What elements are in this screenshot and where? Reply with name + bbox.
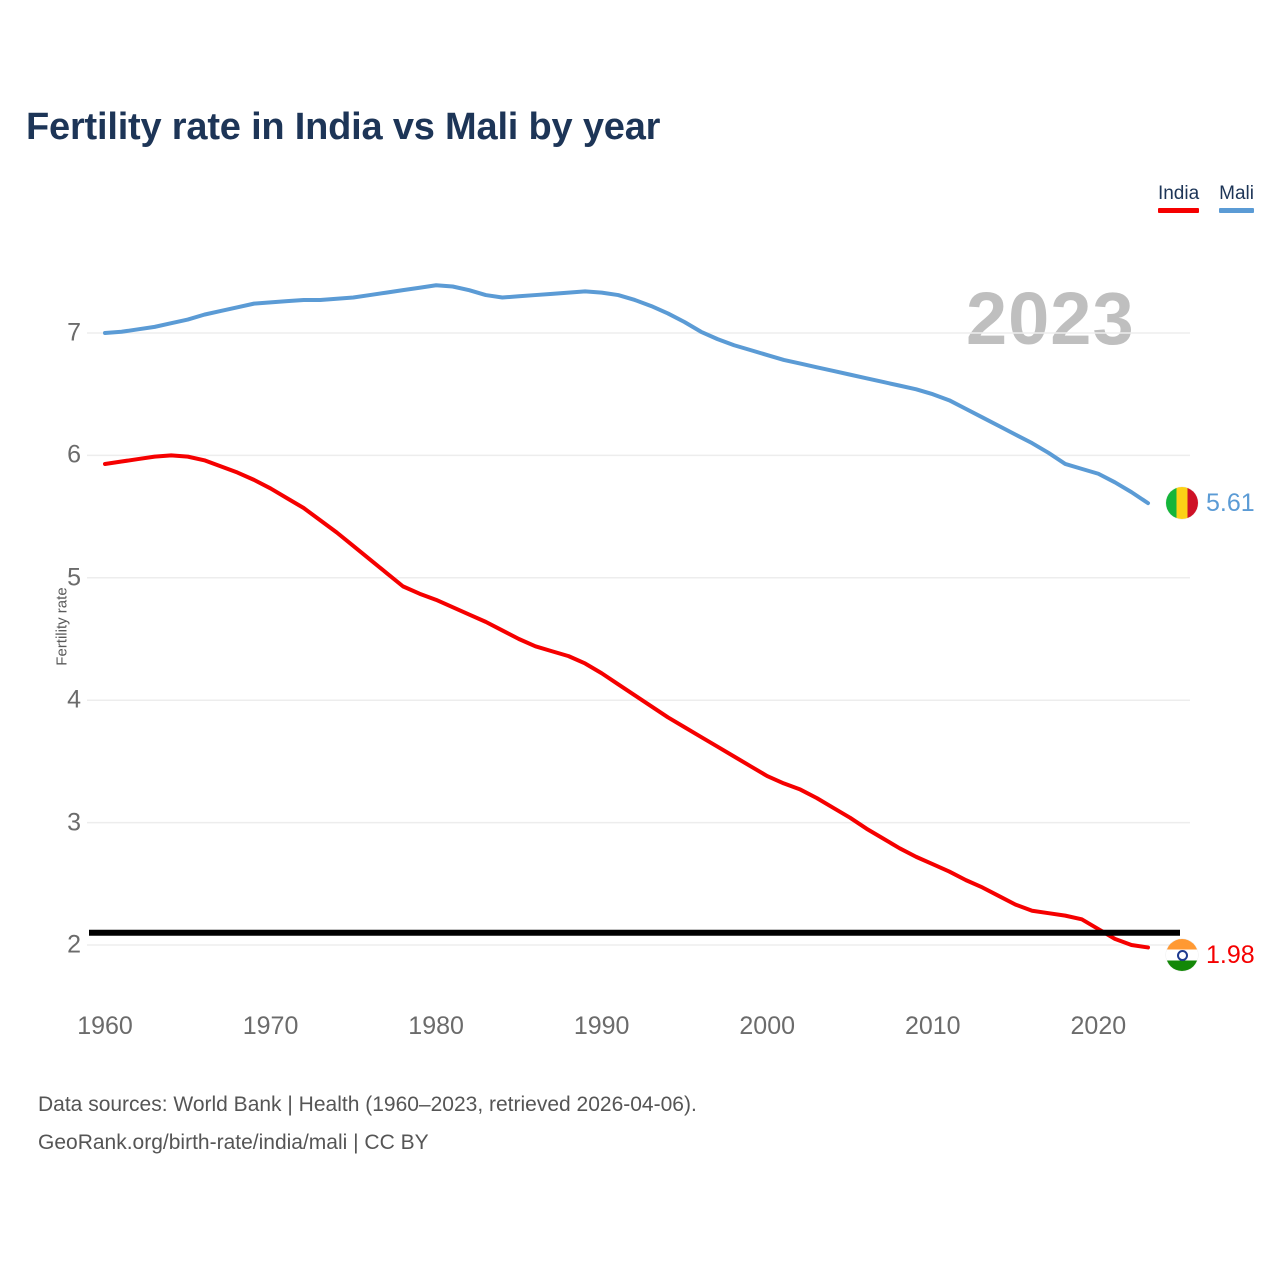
endpoint-value-mali: 5.61 xyxy=(1206,488,1255,517)
x-tick-label: 2020 xyxy=(1070,1012,1127,1040)
series-line-india xyxy=(103,453,1150,950)
ashoka-chakra-icon xyxy=(1176,949,1188,961)
y-tick-label: 5 xyxy=(67,563,81,592)
x-tick-label: 1990 xyxy=(573,1012,630,1040)
x-tick-label: 1980 xyxy=(408,1012,464,1040)
legend-swatch-mali xyxy=(1219,208,1254,213)
endpoint-mali: 5.61 xyxy=(1166,487,1255,520)
legend-label-india: India xyxy=(1157,183,1200,204)
legend-item-india[interactable]: India xyxy=(1157,183,1200,213)
y-tick-label: 7 xyxy=(67,318,81,347)
india-flag-icon xyxy=(1166,939,1198,972)
endpoint-value-india: 1.98 xyxy=(1206,940,1255,969)
y-tick-label: 6 xyxy=(67,440,81,469)
page-title: Fertility rate in India vs Mali by year xyxy=(26,106,661,148)
mali-flag-icon xyxy=(1166,487,1198,520)
endpoint-india: 1.98 xyxy=(1166,939,1255,972)
year-watermark: 2023 xyxy=(966,277,1135,360)
footer-data-sources: Data sources: World Bank | Health (1960–… xyxy=(38,1093,697,1116)
footer: Data sources: World Bank | Health (1960–… xyxy=(38,1086,697,1162)
legend: India Mali xyxy=(1157,183,1254,213)
x-tick-label: 2010 xyxy=(904,1012,961,1040)
legend-swatch-india xyxy=(1157,208,1200,213)
x-tick-label: 1960 xyxy=(77,1012,133,1040)
y-tick-label: 3 xyxy=(67,808,81,837)
legend-item-mali[interactable]: Mali xyxy=(1219,183,1254,213)
legend-label-mali: Mali xyxy=(1219,183,1254,204)
series-line-mali xyxy=(103,283,1150,506)
y-tick-label: 2 xyxy=(67,930,81,959)
x-tick-label: 2000 xyxy=(739,1012,796,1040)
x-tick-label: 1970 xyxy=(242,1012,299,1040)
y-tick-label: 4 xyxy=(67,685,81,714)
footer-attribution: GeoRank.org/birth-rate/india/mali | CC B… xyxy=(38,1131,429,1154)
